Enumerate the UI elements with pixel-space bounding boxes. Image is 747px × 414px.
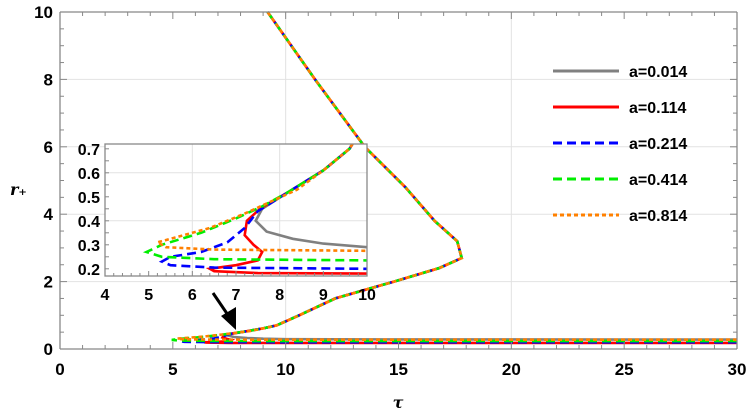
main-curves xyxy=(171,11,738,345)
x-tick-label: 25 xyxy=(615,360,634,379)
inset-x-tick-label: 8 xyxy=(275,287,284,304)
inset-y-tick-label: 0.3 xyxy=(78,238,100,255)
annotation-arrow xyxy=(211,292,236,330)
main-axes: 0 5 10 15 20 25 30 0 2 4 6 8 10 xyxy=(34,3,746,379)
inset-x-tick-label: 4 xyxy=(101,287,110,304)
inset-y-tick-label: 0.4 xyxy=(78,214,100,231)
x-axis-label: τ xyxy=(393,393,404,412)
inset-y-tick-label: 0.5 xyxy=(78,190,100,207)
inset-curves xyxy=(142,144,367,275)
inset-series-line-a=0.814 xyxy=(153,144,367,253)
inset-plot: 4 5 6 7 8 9 10 0.2 0.3 0.4 0.5 0.6 0.7 xyxy=(78,142,376,304)
inset-x-tick-label: 6 xyxy=(188,287,197,304)
y-tick-label: 8 xyxy=(44,70,53,89)
inset-y-tick-label: 0.7 xyxy=(78,142,100,159)
legend: a=0.014 a=0.114 a=0.214 a=0.414 a=0.814 xyxy=(553,64,687,225)
inset-background xyxy=(105,144,367,276)
inset-x-tick-label: 5 xyxy=(144,287,153,304)
series-line-a=0.814 xyxy=(177,11,737,341)
y-tick-label: 6 xyxy=(44,138,53,157)
inset-series-line-a=0.414 xyxy=(142,144,367,262)
inset-x-tick-label: 9 xyxy=(319,287,328,304)
y-tick-label: 2 xyxy=(44,273,53,292)
legend-label: a=0.214 xyxy=(629,136,687,153)
x-tick-label: 15 xyxy=(389,360,408,379)
inset-y-tick-label: 0.6 xyxy=(78,166,100,183)
y-tick-label: 10 xyxy=(34,3,53,22)
x-tick-label: 30 xyxy=(728,360,747,379)
legend-label: a=0.114 xyxy=(629,100,687,117)
inset-x-tick-label: 7 xyxy=(232,287,241,304)
arrow-head xyxy=(221,307,236,330)
inset-series-line-a=0.014 xyxy=(254,144,367,249)
y-tick-label: 0 xyxy=(44,340,53,359)
x-tick-label: 10 xyxy=(276,360,295,379)
inset-x-tick-label: 10 xyxy=(358,287,376,304)
x-tick-label: 0 xyxy=(55,360,64,379)
legend-label: a=0.814 xyxy=(629,208,687,225)
inset-y-tick-label: 0.2 xyxy=(78,262,100,279)
x-tick-label: 5 xyxy=(168,360,177,379)
x-tick-label: 20 xyxy=(502,360,521,379)
y-axis-label: r₊ xyxy=(10,180,27,199)
legend-label: a=0.414 xyxy=(629,172,687,189)
legend-label: a=0.014 xyxy=(629,64,687,81)
inset-series-line-a=0.214 xyxy=(158,144,367,271)
y-tick-label: 4 xyxy=(44,205,54,224)
